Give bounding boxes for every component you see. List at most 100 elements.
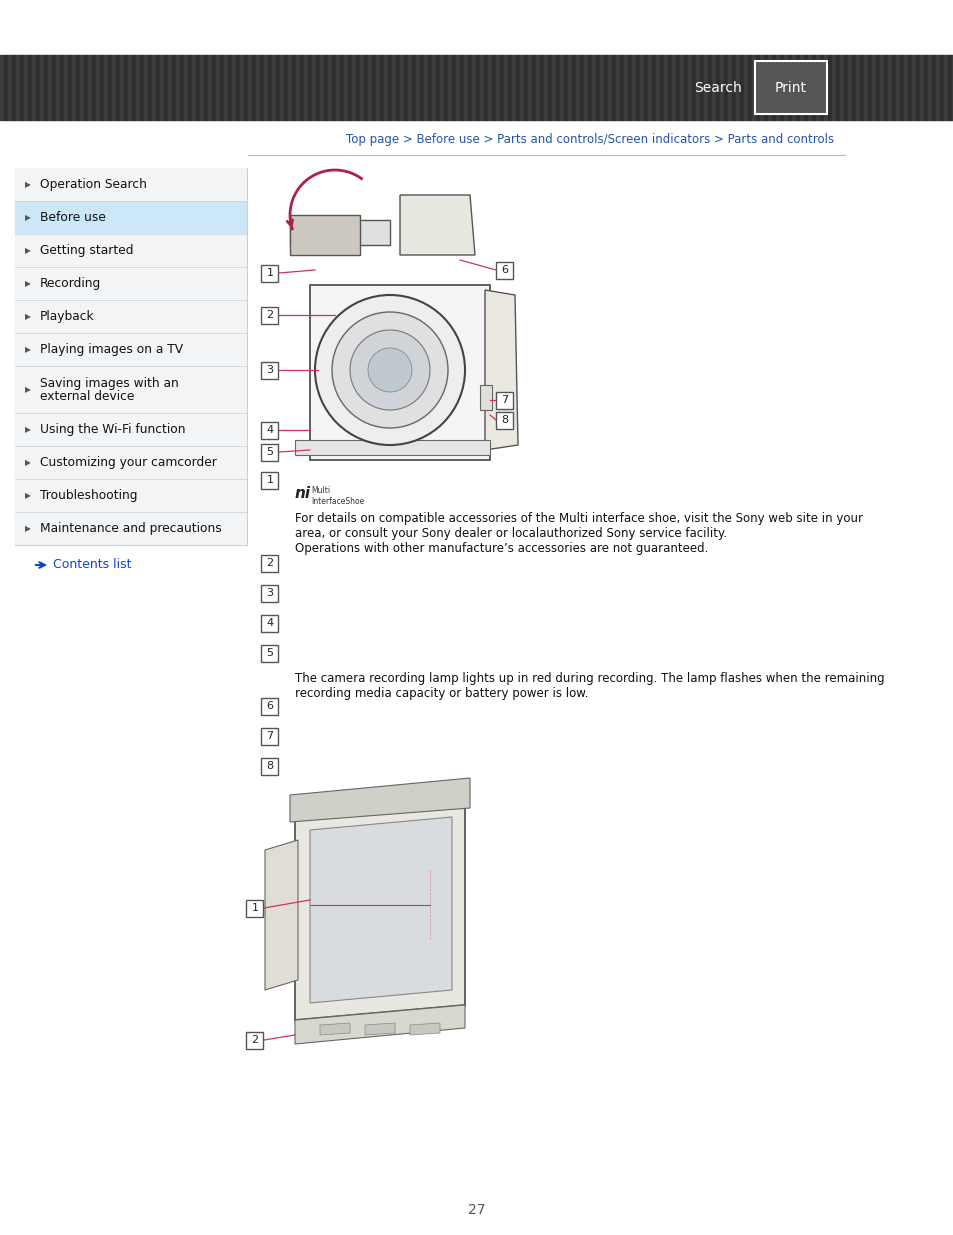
Bar: [616, 56, 619, 120]
Bar: [284, 56, 288, 120]
Text: Top page > Before use > Parts and controls/Screen indicators > Parts and control: Top page > Before use > Parts and contro…: [346, 133, 833, 147]
Bar: [120, 56, 124, 120]
Bar: [268, 56, 272, 120]
Text: 2: 2: [266, 310, 274, 320]
Bar: [91, 56, 96, 120]
Bar: [707, 56, 711, 120]
Bar: [315, 56, 319, 120]
Bar: [496, 391, 513, 409]
PathPatch shape: [484, 290, 517, 450]
Bar: [895, 56, 899, 120]
Bar: [863, 56, 867, 120]
Bar: [731, 56, 735, 120]
Bar: [607, 56, 612, 120]
Bar: [696, 56, 700, 120]
PathPatch shape: [399, 195, 475, 254]
Bar: [723, 56, 727, 120]
Bar: [304, 56, 308, 120]
Bar: [703, 56, 707, 120]
Text: ▶: ▶: [25, 312, 30, 321]
Bar: [939, 56, 943, 120]
Bar: [823, 56, 827, 120]
Bar: [720, 56, 723, 120]
Bar: [754, 61, 826, 114]
Text: Operation Search: Operation Search: [40, 178, 147, 191]
Bar: [603, 56, 607, 120]
Bar: [84, 56, 88, 120]
Bar: [288, 56, 292, 120]
Bar: [436, 56, 439, 120]
Text: Contents list: Contents list: [53, 558, 132, 572]
Bar: [676, 56, 679, 120]
Bar: [261, 698, 278, 715]
Bar: [683, 56, 687, 120]
Bar: [780, 56, 783, 120]
Bar: [803, 56, 807, 120]
Bar: [512, 56, 516, 120]
Bar: [760, 56, 763, 120]
PathPatch shape: [310, 818, 452, 1003]
Bar: [164, 56, 168, 120]
Bar: [743, 56, 747, 120]
Text: For details on compatible accessories of the Multi interface shoe, visit the Son: For details on compatible accessories of…: [294, 513, 862, 525]
Bar: [15, 412, 247, 446]
Text: Print: Print: [774, 80, 806, 95]
Bar: [751, 56, 755, 120]
Bar: [12, 56, 16, 120]
Bar: [261, 264, 278, 282]
Text: ▶: ▶: [25, 385, 30, 394]
Bar: [261, 306, 278, 324]
Bar: [375, 56, 379, 120]
Bar: [280, 56, 284, 120]
Bar: [172, 56, 175, 120]
Bar: [883, 56, 887, 120]
PathPatch shape: [319, 1023, 350, 1035]
Text: 27: 27: [468, 1203, 485, 1216]
Bar: [547, 56, 552, 120]
Text: 7: 7: [501, 395, 508, 405]
Bar: [647, 56, 651, 120]
Bar: [261, 555, 278, 572]
Bar: [261, 757, 278, 774]
Bar: [220, 56, 224, 120]
Bar: [496, 411, 513, 429]
Bar: [348, 56, 352, 120]
Bar: [352, 56, 355, 120]
Bar: [935, 56, 939, 120]
Bar: [261, 615, 278, 631]
Bar: [631, 56, 636, 120]
Bar: [871, 56, 875, 120]
PathPatch shape: [290, 778, 470, 823]
Text: 6: 6: [501, 266, 508, 275]
Bar: [516, 56, 519, 120]
Text: 8: 8: [266, 761, 274, 771]
Bar: [160, 56, 164, 120]
Bar: [536, 56, 539, 120]
Bar: [80, 56, 84, 120]
Bar: [840, 56, 843, 120]
Bar: [523, 56, 527, 120]
Bar: [576, 56, 579, 120]
Bar: [15, 479, 247, 513]
Bar: [8, 56, 12, 120]
Bar: [899, 56, 903, 120]
Bar: [428, 56, 432, 120]
Bar: [483, 56, 488, 120]
Text: ▶: ▶: [25, 345, 30, 354]
Bar: [235, 56, 240, 120]
Text: The camera recording lamp lights up in red during recording. The lamp flashes wh: The camera recording lamp lights up in r…: [294, 672, 883, 685]
PathPatch shape: [294, 805, 464, 1020]
Text: ▶: ▶: [25, 458, 30, 467]
Bar: [261, 584, 278, 601]
Bar: [903, 56, 907, 120]
Bar: [152, 56, 156, 120]
Bar: [275, 56, 280, 120]
Text: ▶: ▶: [25, 492, 30, 500]
Bar: [15, 446, 247, 479]
Bar: [4, 56, 8, 120]
Text: Multi
InterfaceShoe: Multi InterfaceShoe: [311, 487, 364, 505]
Text: Playback: Playback: [40, 310, 94, 324]
Bar: [927, 56, 931, 120]
Text: Saving images with an: Saving images with an: [40, 377, 178, 390]
Bar: [439, 56, 443, 120]
